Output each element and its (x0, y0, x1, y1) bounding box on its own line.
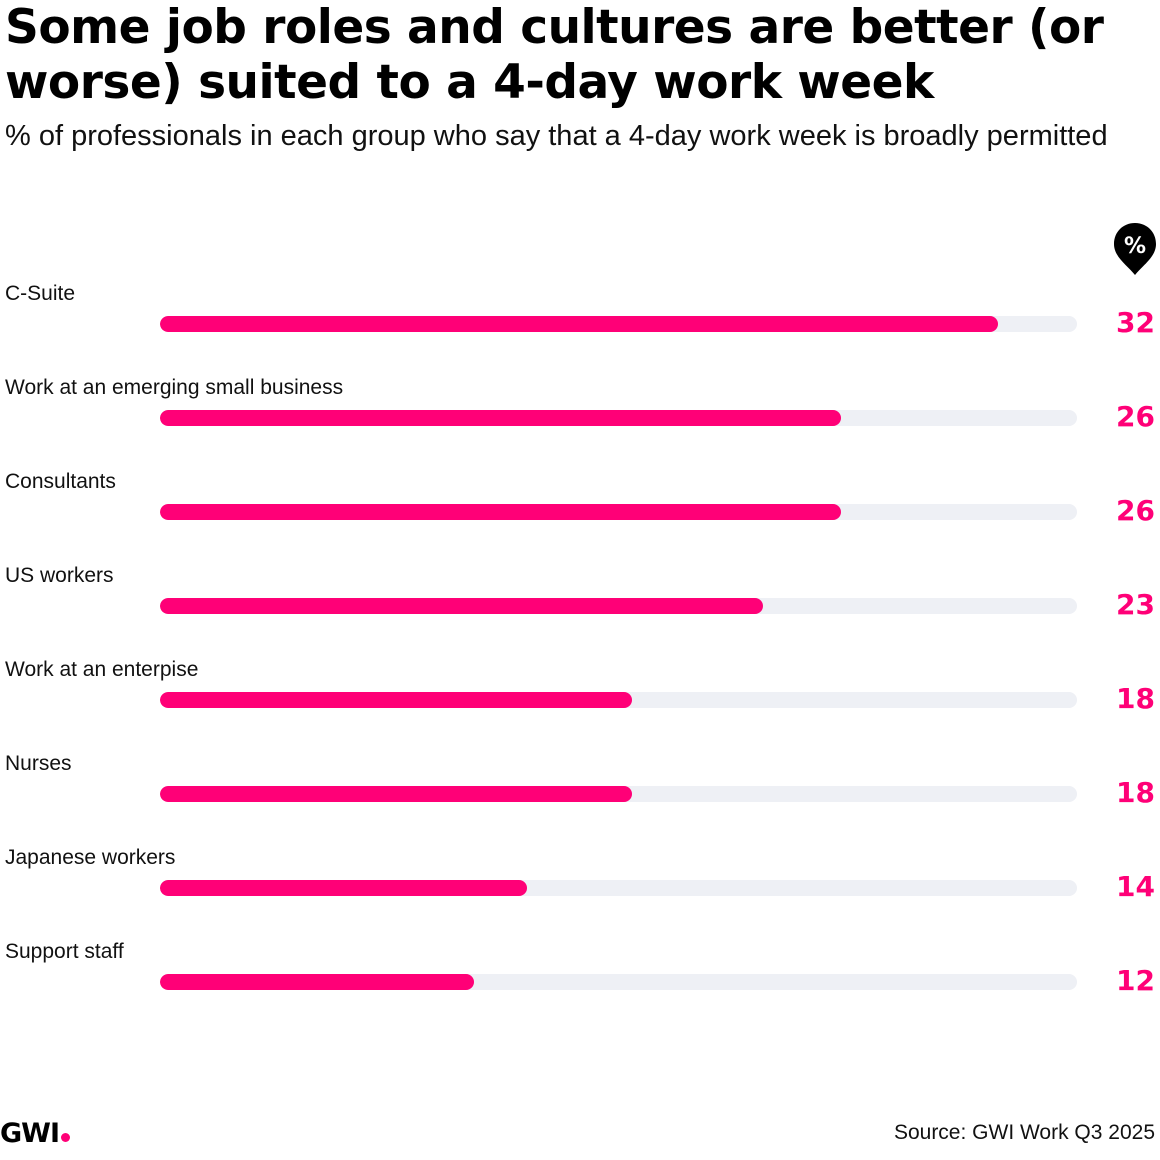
category-label: Consultants (5, 470, 116, 493)
value-label: 12 (1116, 964, 1155, 997)
bar (160, 974, 475, 990)
category-label: Japanese workers (5, 846, 176, 869)
value-label: 26 (1116, 494, 1155, 527)
bar-track (160, 598, 1077, 614)
value-label: 18 (1116, 682, 1155, 715)
chart-title: Some job roles and cultures are better (… (5, 0, 1104, 110)
source-note: Source: GWI Work Q3 2025 (893, 1121, 1155, 1144)
chart-subtitle: % of professionals in each group who say… (5, 120, 1108, 152)
percent-pin-icon: % (1111, 221, 1159, 277)
value-label: 14 (1116, 870, 1155, 903)
bar (160, 880, 527, 896)
category-label: Work at an emerging small business (5, 376, 344, 399)
value-label: 32 (1116, 306, 1155, 339)
bar-track (160, 504, 1077, 520)
gwi-logo: GWI (0, 1118, 70, 1150)
bar (160, 504, 842, 520)
value-label: 23 (1116, 588, 1155, 621)
value-label: 18 (1116, 776, 1155, 809)
bar-track (160, 692, 1077, 708)
category-label: US workers (5, 564, 114, 587)
category-label: Nurses (5, 752, 72, 775)
category-label: C-Suite (5, 282, 76, 305)
bar (160, 410, 842, 426)
unit-label: % (1124, 234, 1146, 259)
bar-track (160, 786, 1077, 802)
logo-dot (61, 1133, 70, 1142)
bar-row: Nurses 18 (0, 752, 1160, 846)
bar-track (160, 880, 1077, 896)
bar-row: Japanese workers 14 (0, 846, 1160, 940)
logo-text: GWI (0, 1118, 60, 1149)
bar (160, 692, 632, 708)
bar (160, 786, 632, 802)
value-label: 26 (1116, 400, 1155, 433)
bar-track (160, 316, 1077, 332)
bar-row: Work at an emerging small business 26 (0, 376, 1160, 470)
bar (160, 598, 763, 614)
bar-row: Work at an enterpise 18 (0, 658, 1160, 752)
bar (160, 316, 999, 332)
category-label: Work at an enterpise (5, 658, 199, 681)
bar-row: Support staff 12 (0, 940, 1160, 1034)
bar-track (160, 410, 1077, 426)
bar-track (160, 974, 1077, 990)
bar-row: C-Suite 32 (0, 282, 1160, 376)
category-label: Support staff (5, 940, 124, 963)
bar-row: US workers 23 (0, 564, 1160, 658)
bar-row: Consultants 26 (0, 470, 1160, 564)
